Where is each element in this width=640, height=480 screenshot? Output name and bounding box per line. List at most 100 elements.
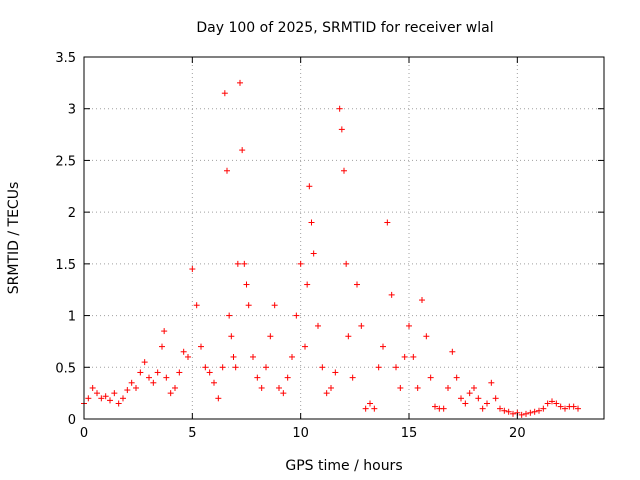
y-tick-label: 0.5 <box>55 361 76 376</box>
data-point <box>440 405 447 412</box>
data-point <box>258 384 265 391</box>
data-point <box>159 343 165 350</box>
data-point <box>427 374 434 381</box>
data-point <box>419 297 425 304</box>
y-tick-label: 2.5 <box>55 154 76 169</box>
data-point <box>206 369 213 376</box>
data-point <box>211 379 217 386</box>
data-point <box>98 395 105 402</box>
data-point <box>354 281 360 288</box>
data-point <box>453 374 460 381</box>
data-point <box>193 302 200 309</box>
data-point <box>161 328 168 335</box>
data-point <box>141 359 148 366</box>
data-point <box>202 364 209 371</box>
data-point <box>94 390 100 397</box>
data-point <box>388 291 395 298</box>
data-point <box>185 353 191 360</box>
data-point <box>531 408 538 415</box>
x-tick-label: 10 <box>292 426 309 441</box>
data-point <box>540 405 547 412</box>
data-point <box>237 79 243 86</box>
data-point <box>198 343 204 350</box>
data-point <box>215 395 222 402</box>
data-point <box>358 322 365 329</box>
data-point <box>328 384 334 391</box>
data-point <box>172 384 178 391</box>
data-point <box>332 369 339 376</box>
data-point <box>310 250 317 257</box>
data-point <box>410 353 417 360</box>
data-point <box>466 390 473 397</box>
data-point <box>553 400 560 407</box>
data-point <box>449 348 456 355</box>
data-point <box>375 364 382 371</box>
data-point <box>284 374 291 381</box>
data-point <box>423 333 430 340</box>
data-point <box>293 312 300 319</box>
data-point <box>323 390 330 397</box>
data-point <box>224 167 230 174</box>
data-point <box>120 395 126 402</box>
data-point <box>128 379 135 386</box>
data-point <box>115 400 122 407</box>
data-point <box>462 400 469 407</box>
data-point <box>111 390 118 397</box>
data-point <box>241 260 248 267</box>
axis-ticks: 0 5 10 15 20 0 0.5 1 1.5 2 2.5 3 3.5 <box>55 51 604 441</box>
chart-title: Day 100 of 2025, SRMTID for receiver wla… <box>196 20 493 36</box>
data-point <box>397 384 404 391</box>
data-point <box>271 302 278 309</box>
data-point <box>479 405 486 412</box>
data-point <box>146 374 152 381</box>
data-point <box>341 167 347 174</box>
data-point <box>154 369 161 376</box>
data-point <box>89 384 96 391</box>
data-point <box>562 405 568 412</box>
grid-lines <box>84 57 604 419</box>
data-point <box>518 411 525 418</box>
data-point <box>219 364 226 371</box>
data-point <box>432 403 438 410</box>
data-point <box>180 348 187 355</box>
data-point <box>570 403 577 410</box>
data-point <box>343 260 350 267</box>
data-point <box>549 398 555 405</box>
data-point <box>336 105 343 112</box>
x-axis-label: GPS time / hours <box>285 458 402 474</box>
data-point <box>133 384 139 391</box>
data-point <box>501 407 508 414</box>
data-point <box>221 90 228 97</box>
data-point <box>315 322 321 329</box>
data-point <box>230 353 237 360</box>
data-point <box>239 147 246 154</box>
data-point <box>527 409 534 416</box>
data-point <box>226 312 233 319</box>
data-point <box>137 369 144 376</box>
data-point <box>393 364 399 371</box>
data-point <box>338 126 345 133</box>
data-point <box>243 281 250 288</box>
data-point <box>124 387 131 394</box>
data-point <box>497 405 503 412</box>
data-point <box>267 333 274 340</box>
data-point <box>445 384 451 391</box>
data-point <box>276 384 282 391</box>
data-point <box>232 364 239 371</box>
data-point <box>176 369 183 376</box>
data-point <box>107 397 113 404</box>
data-point <box>102 393 109 400</box>
data-point <box>492 395 499 402</box>
x-tick-label: 20 <box>509 426 526 441</box>
data-point <box>345 333 352 340</box>
data-point <box>245 302 252 309</box>
data-point <box>150 379 157 386</box>
data-point <box>536 407 542 414</box>
data-point <box>234 260 241 267</box>
data-point <box>228 333 235 340</box>
data-point <box>189 266 196 273</box>
y-tick-label: 0 <box>68 413 76 428</box>
data-point <box>167 390 174 397</box>
x-tick-label: 15 <box>401 426 418 441</box>
